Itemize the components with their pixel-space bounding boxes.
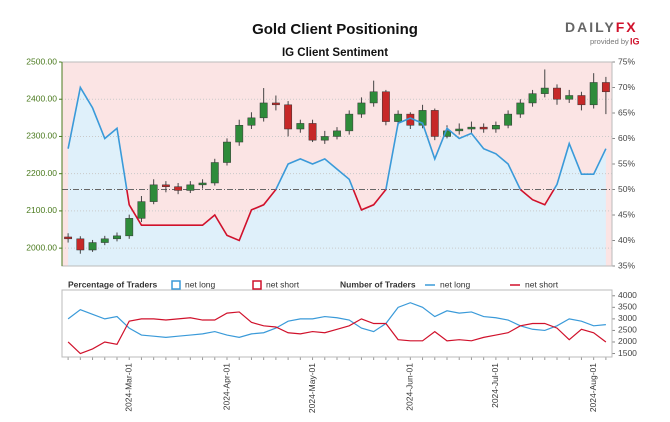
y2-tick-label: 35% — [618, 260, 635, 270]
candle-body — [479, 126, 488, 130]
x-tick-label: 2024-Apr-01 — [221, 363, 231, 411]
candle-body — [161, 184, 170, 187]
candle-body — [540, 87, 549, 94]
sentiment-fill — [68, 87, 606, 266]
candle-body — [320, 136, 329, 141]
candle-body — [357, 102, 366, 115]
y-tick-label: 2400.00 — [26, 93, 57, 103]
x-tick-label: 2024-Jun-01 — [405, 363, 415, 411]
y-tick-label: 2300.00 — [26, 131, 57, 141]
legend-label: net short — [266, 279, 300, 289]
y2-tick-label: 70% — [618, 82, 635, 92]
legend-label: net short — [525, 279, 559, 289]
chart-subtitle: IG Client Sentiment — [282, 47, 388, 59]
logo-brand: DAILYFX — [565, 19, 638, 35]
y2-tick-label: 40% — [618, 235, 635, 245]
y2-tick-label: 45% — [618, 209, 635, 219]
candle-body — [577, 95, 586, 106]
sentiment-line-short — [125, 189, 555, 242]
candle-body — [565, 95, 574, 100]
legend-title: Percentage of Traders — [68, 279, 158, 289]
logo: DAILYFX provided by IG — [565, 19, 640, 47]
y2-tick-label: 2500 — [618, 325, 637, 335]
candle-body — [76, 238, 85, 251]
y2-tick-label: 2000 — [618, 336, 637, 346]
logo-brand-accent: FX — [616, 19, 638, 35]
candle-body — [345, 113, 354, 132]
candle-body — [271, 102, 280, 106]
candle-body — [247, 117, 256, 126]
chart-title: Gold Client Positioning — [252, 21, 418, 38]
candle-body — [504, 113, 513, 126]
y2-tick-label: 3500 — [618, 302, 637, 312]
y2-tick-label: 3000 — [618, 313, 637, 323]
y-tick-label: 2000.00 — [26, 242, 57, 252]
candle-body — [235, 125, 244, 143]
y-tick-label: 2200.00 — [26, 168, 57, 178]
legend-swatch — [252, 280, 262, 290]
candle-body — [113, 235, 121, 240]
candle-body — [455, 128, 464, 132]
candle-body — [394, 113, 403, 122]
legend-label: net long — [440, 279, 471, 289]
candle-body — [198, 182, 207, 186]
candle-body — [174, 186, 183, 191]
count-line — [67, 302, 606, 338]
candle-body — [259, 102, 268, 119]
y2-tick-label: 1500 — [618, 348, 637, 358]
candle-body — [88, 242, 97, 251]
candle-body — [186, 184, 195, 191]
candle-body — [430, 110, 439, 137]
candle-body — [381, 91, 390, 122]
y2-tick-label: 65% — [618, 107, 635, 117]
legend-swatch — [171, 280, 181, 290]
candle-body — [553, 87, 561, 100]
candle-body — [210, 162, 219, 184]
legend-title: Number of Traders — [340, 279, 416, 289]
candle-body — [137, 201, 146, 219]
candle-body — [284, 104, 293, 130]
candle-body — [125, 218, 134, 237]
y2-tick-label: 75% — [618, 56, 635, 66]
x-tick-label: 2024-Mar-01 — [123, 363, 133, 412]
legend-label: net long — [185, 279, 216, 289]
logo-mark: IG — [630, 36, 640, 46]
y2-tick-label: 60% — [618, 133, 635, 143]
logo-brand-main: DAILY — [565, 19, 616, 35]
logo-tagline: provided by — [590, 37, 629, 46]
candle-body — [223, 141, 231, 163]
y2-tick-label: 50% — [618, 184, 635, 194]
y2-tick-label: 4000 — [618, 290, 637, 300]
y-tick-label: 2500.00 — [26, 56, 57, 66]
count-line — [67, 311, 607, 355]
x-tick-label: 2024-May-01 — [307, 363, 317, 413]
candle-body — [64, 236, 73, 240]
candle-body — [467, 126, 476, 130]
x-tick-label: 2024-Jul-01 — [490, 363, 500, 408]
candle-body — [443, 130, 451, 137]
candle-body — [100, 238, 109, 243]
candle-body — [333, 130, 341, 137]
candle-body — [516, 102, 525, 115]
candle-body — [491, 125, 500, 130]
sentiment-line — [67, 85, 607, 190]
candle-body — [589, 82, 598, 106]
candle-body — [369, 91, 378, 104]
y2-tick-label: 55% — [618, 158, 635, 168]
legend: Percentage of Traders net long net short… — [68, 279, 559, 290]
candle-body — [308, 123, 317, 141]
sentiment-area — [62, 62, 612, 266]
y-tick-label: 2100.00 — [26, 205, 57, 215]
candle-body — [149, 184, 158, 202]
candle-body — [528, 93, 537, 104]
plot-layer: 2000.00 2100.00 2200.00 2300.00 2400.00 2500.… — [26, 56, 637, 413]
lower-frame — [61, 289, 613, 358]
x-tick-label: 2024-Aug-01 — [588, 363, 598, 412]
candle-body — [601, 82, 610, 93]
candle-body — [296, 123, 305, 130]
